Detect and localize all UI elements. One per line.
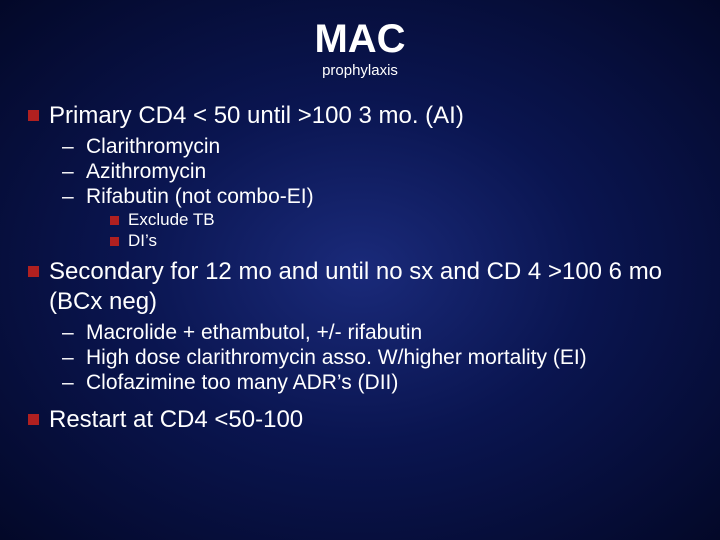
sub-item: – Azithromycin [62, 160, 692, 184]
sub-sub-item: Exclude TB [110, 210, 692, 230]
text: Clarithromycin [86, 135, 220, 159]
sub-item: – Macrolide + ethambutol, +/- rifabutin [62, 321, 692, 345]
dash-icon: – [62, 135, 76, 159]
square-bullet-icon [110, 216, 119, 225]
dash-icon: – [62, 346, 76, 370]
dash-icon: – [62, 371, 76, 395]
sub-sub-item: DI’s [110, 231, 692, 251]
dash-icon: – [62, 160, 76, 184]
bullet-primary: Primary CD4 < 50 until >100 3 mo. (AI) [28, 101, 692, 131]
sub-item: – High dose clarithromycin asso. W/highe… [62, 346, 692, 370]
dash-icon: – [62, 321, 76, 345]
sub-item: – Rifabutin (not combo-EI) [62, 185, 692, 209]
sub-item: – Clofazimine too many ADR’s (DII) [62, 371, 692, 395]
square-bullet-icon [110, 237, 119, 246]
square-bullet-icon [28, 110, 39, 121]
bullet-secondary: Secondary for 12 mo and until no sx and … [28, 257, 692, 317]
slide-title: MAC [28, 18, 692, 60]
slide-subtitle: prophylaxis [28, 62, 692, 79]
bullet-restart: Restart at CD4 <50-100 [28, 405, 692, 435]
text: Azithromycin [86, 160, 206, 184]
text: Restart at CD4 <50-100 [49, 405, 303, 435]
text: Exclude TB [128, 210, 215, 230]
slide: MAC prophylaxis Primary CD4 < 50 until >… [0, 0, 720, 540]
text: Macrolide + ethambutol, +/- rifabutin [86, 321, 422, 345]
square-bullet-icon [28, 414, 39, 425]
text: Secondary for 12 mo and until no sx and … [49, 257, 692, 317]
sub-item: – Clarithromycin [62, 135, 692, 159]
square-bullet-icon [28, 266, 39, 277]
text: Rifabutin (not combo-EI) [86, 185, 314, 209]
text: High dose clarithromycin asso. W/higher … [86, 346, 587, 370]
text: Clofazimine too many ADR’s (DII) [86, 371, 398, 395]
text: Primary CD4 < 50 until >100 3 mo. (AI) [49, 101, 464, 131]
dash-icon: – [62, 185, 76, 209]
text: DI’s [128, 231, 157, 251]
